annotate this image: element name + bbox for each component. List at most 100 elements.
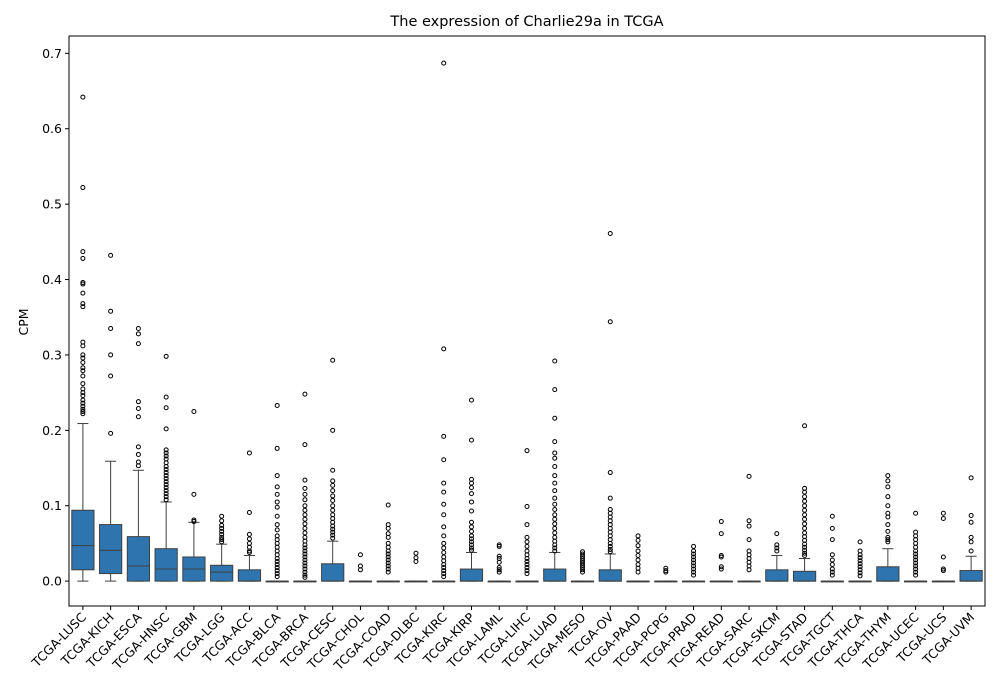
outlier-point [357, 567, 363, 573]
outlier-point [802, 552, 808, 558]
outlier-point [330, 529, 336, 535]
outlier-point [163, 450, 169, 456]
outlier-point [441, 571, 447, 577]
outlier-point [802, 498, 808, 504]
outlier-point [135, 451, 141, 457]
outlier-point [552, 548, 558, 554]
outlier-point [441, 533, 447, 539]
outlier-point [302, 566, 308, 572]
outlier-point [108, 252, 114, 258]
outlier-point [219, 513, 225, 519]
outlier-point [552, 530, 558, 536]
outlier-point [441, 545, 447, 551]
outlier-point [246, 548, 252, 554]
box-group-tcga-esca [126, 326, 150, 582]
outlier-point [441, 480, 447, 486]
outlier-point [80, 368, 86, 374]
outlier-point [274, 504, 280, 510]
outlier-point [496, 569, 502, 575]
outlier-point [718, 552, 724, 558]
outlier-point [802, 544, 808, 550]
outlier-point [580, 553, 586, 559]
outlier-point [524, 522, 530, 528]
outlier-point [441, 512, 447, 518]
outlier-point [774, 542, 780, 548]
outlier-point [746, 473, 752, 479]
boxes-layer [71, 60, 983, 583]
outlier-point [108, 326, 114, 332]
outlier-point [496, 543, 502, 549]
outlier-point [968, 548, 974, 554]
y-tick-label: 0.2 [42, 423, 62, 438]
outlier-point [580, 562, 586, 568]
outlier-point [163, 405, 169, 411]
outlier-point [968, 475, 974, 481]
outlier-point [635, 569, 641, 575]
outlier-point [80, 406, 86, 412]
outlier-point [607, 540, 613, 546]
outlier-point [580, 560, 586, 566]
outlier-point [552, 501, 558, 507]
outlier-point [913, 566, 919, 572]
outlier-point [302, 574, 308, 580]
outlier-point [496, 553, 502, 559]
outlier-point [885, 514, 891, 520]
outlier-point [607, 546, 613, 552]
outlier-point [80, 359, 86, 365]
outlier-point [552, 464, 558, 470]
outlier-point [635, 543, 641, 549]
outlier-point [552, 415, 558, 421]
outlier-point [80, 381, 86, 387]
outlier-point [552, 512, 558, 518]
outlier-point [663, 569, 669, 575]
outlier-point [829, 557, 835, 563]
outlier-point [885, 522, 891, 528]
outlier-point [80, 411, 86, 417]
outlier-point [552, 525, 558, 531]
chart-title: The expression of Charlie29a in TCGA [389, 14, 663, 30]
outlier-point [163, 491, 169, 497]
outlier-point [524, 562, 530, 568]
box-group-tcga-tgct [820, 513, 844, 583]
outlier-point [385, 563, 391, 569]
outlier-point [857, 555, 863, 561]
outlier-point [940, 566, 946, 572]
outlier-point [274, 522, 280, 528]
outlier-point [552, 473, 558, 479]
outlier-point [468, 533, 474, 539]
outlier-point [468, 536, 474, 542]
outlier-point [441, 457, 447, 463]
outlier-point [968, 519, 974, 525]
outlier-point [302, 391, 308, 397]
outlier-point [302, 512, 308, 518]
y-tick-label: 0.4 [42, 272, 62, 287]
outlier-point [635, 557, 641, 563]
outlier-point [274, 562, 280, 568]
outlier-point [80, 280, 86, 286]
outlier-point [330, 488, 336, 494]
outlier-point [552, 480, 558, 486]
outlier-point [163, 482, 169, 488]
outlier-point [940, 554, 946, 560]
outlier-point [802, 516, 808, 522]
outlier-point [580, 549, 586, 555]
outlier-point [524, 534, 530, 540]
outlier-point [274, 484, 280, 490]
outlier-point [524, 571, 530, 577]
outlier-point [468, 528, 474, 534]
plot-frame [68, 35, 986, 607]
outlier-point [802, 489, 808, 495]
box [71, 509, 95, 571]
outlier-point [746, 518, 752, 524]
outlier-point [441, 60, 447, 66]
outlier-point [940, 568, 946, 574]
outlier-point [80, 400, 86, 406]
outlier-point [330, 478, 336, 484]
outlier-point [524, 539, 530, 545]
outlier-point [468, 480, 474, 486]
outlier-point [552, 455, 558, 461]
outlier-point [552, 545, 558, 551]
outlier-point [385, 534, 391, 540]
outlier-point [330, 427, 336, 433]
